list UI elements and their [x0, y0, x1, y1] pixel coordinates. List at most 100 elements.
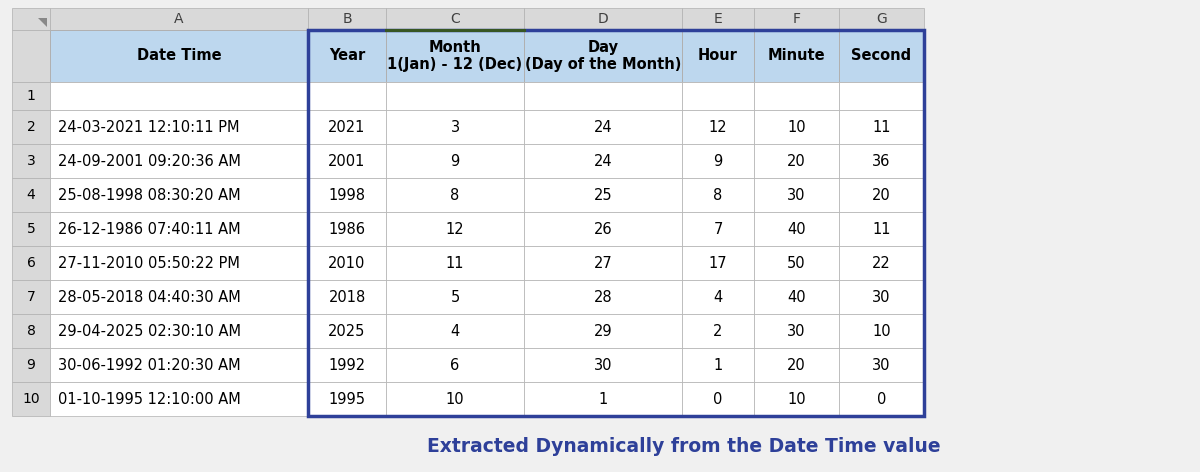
Text: G: G — [876, 12, 887, 26]
Text: 29: 29 — [594, 323, 612, 338]
Bar — [308, 348, 386, 382]
Text: 20: 20 — [872, 187, 890, 202]
Bar — [12, 212, 50, 246]
Bar — [682, 246, 754, 280]
Bar — [682, 314, 754, 348]
Bar — [12, 8, 50, 30]
Text: Hour: Hour — [698, 49, 738, 64]
Bar — [524, 178, 682, 212]
Text: 29-04-2025 02:30:10 AM: 29-04-2025 02:30:10 AM — [58, 323, 241, 338]
Text: Second: Second — [852, 49, 912, 64]
Text: 11: 11 — [872, 221, 890, 236]
Bar — [754, 212, 839, 246]
Bar — [50, 314, 308, 348]
Text: 5: 5 — [26, 222, 35, 236]
Bar — [839, 144, 924, 178]
Bar — [308, 82, 386, 110]
Bar — [682, 8, 754, 30]
Text: 11: 11 — [445, 255, 464, 270]
Text: 2: 2 — [26, 120, 35, 134]
Text: 27-11-2010 05:50:22 PM: 27-11-2010 05:50:22 PM — [58, 255, 240, 270]
Bar — [754, 144, 839, 178]
Polygon shape — [38, 18, 47, 27]
Bar — [12, 314, 50, 348]
Text: 2018: 2018 — [329, 289, 366, 304]
Bar — [308, 246, 386, 280]
Text: 1: 1 — [26, 89, 36, 103]
Bar — [839, 110, 924, 144]
Bar — [12, 348, 50, 382]
Bar — [50, 144, 308, 178]
Text: 1: 1 — [713, 357, 722, 372]
Text: 7: 7 — [26, 290, 35, 304]
Bar — [386, 280, 524, 314]
Text: 40: 40 — [787, 221, 806, 236]
Text: 24-09-2001 09:20:36 AM: 24-09-2001 09:20:36 AM — [58, 153, 241, 169]
Bar — [524, 8, 682, 30]
Bar — [308, 280, 386, 314]
Bar — [682, 82, 754, 110]
Text: B: B — [342, 12, 352, 26]
Text: 8: 8 — [713, 187, 722, 202]
Text: 24-03-2021 12:10:11 PM: 24-03-2021 12:10:11 PM — [58, 119, 240, 135]
Text: 24: 24 — [594, 119, 612, 135]
Bar — [754, 110, 839, 144]
Bar — [308, 110, 386, 144]
Text: 40: 40 — [787, 289, 806, 304]
Text: F: F — [792, 12, 800, 26]
Bar — [839, 178, 924, 212]
Bar — [839, 314, 924, 348]
Text: 1992: 1992 — [329, 357, 366, 372]
Bar — [386, 314, 524, 348]
Text: 0: 0 — [713, 391, 722, 406]
Bar — [386, 348, 524, 382]
Bar — [839, 82, 924, 110]
Bar — [308, 8, 386, 30]
Bar — [682, 178, 754, 212]
Text: Month
1(Jan) - 12 (Dec): Month 1(Jan) - 12 (Dec) — [388, 40, 522, 72]
Text: 6: 6 — [450, 357, 460, 372]
Bar — [386, 30, 524, 82]
Bar — [754, 314, 839, 348]
Text: 1998: 1998 — [329, 187, 366, 202]
Text: 20: 20 — [787, 153, 806, 169]
Bar — [839, 348, 924, 382]
Bar — [12, 246, 50, 280]
Bar — [682, 30, 754, 82]
Bar — [524, 212, 682, 246]
Bar — [50, 178, 308, 212]
Bar — [386, 110, 524, 144]
Bar — [50, 280, 308, 314]
Bar — [308, 212, 386, 246]
Text: 9: 9 — [713, 153, 722, 169]
Bar — [682, 348, 754, 382]
Bar — [386, 178, 524, 212]
Bar — [682, 382, 754, 416]
Text: 2010: 2010 — [329, 255, 366, 270]
Text: 30: 30 — [872, 289, 890, 304]
Text: 2025: 2025 — [329, 323, 366, 338]
Bar — [682, 144, 754, 178]
Text: 6: 6 — [26, 256, 36, 270]
Bar — [386, 212, 524, 246]
Text: 30-06-1992 01:20:30 AM: 30-06-1992 01:20:30 AM — [58, 357, 241, 372]
Bar — [386, 246, 524, 280]
Bar — [524, 110, 682, 144]
Text: 36: 36 — [872, 153, 890, 169]
Bar — [386, 144, 524, 178]
Text: 12: 12 — [709, 119, 727, 135]
Bar — [524, 246, 682, 280]
Bar — [839, 280, 924, 314]
Bar — [50, 110, 308, 144]
Bar — [50, 82, 308, 110]
Text: 7: 7 — [713, 221, 722, 236]
Text: 10: 10 — [22, 392, 40, 406]
Bar — [524, 314, 682, 348]
Bar — [308, 178, 386, 212]
Bar — [308, 30, 386, 82]
Text: 9: 9 — [26, 358, 36, 372]
Bar — [308, 30, 924, 416]
Bar — [12, 110, 50, 144]
Text: 28: 28 — [594, 289, 612, 304]
Text: 0: 0 — [877, 391, 886, 406]
